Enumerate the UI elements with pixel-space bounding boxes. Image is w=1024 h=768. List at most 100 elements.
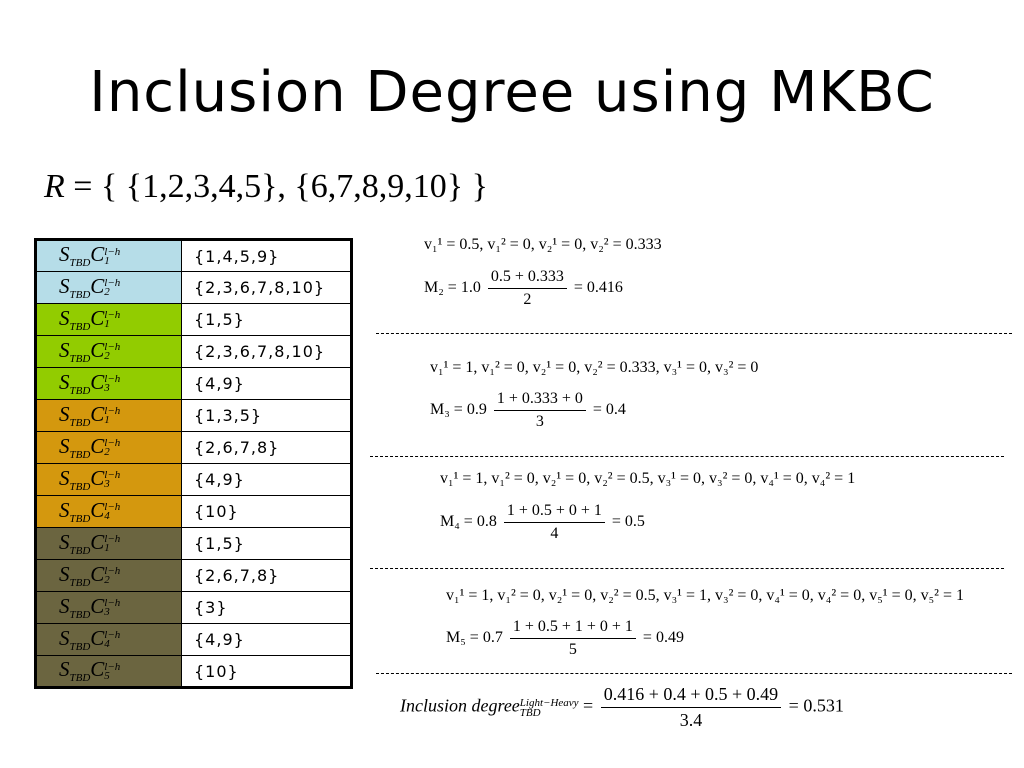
class-index: 1 <box>104 318 110 331</box>
class-members: {4,9} <box>181 367 352 400</box>
inclusion-sub: TBD <box>519 706 541 719</box>
class-index: 1 <box>104 414 110 427</box>
m4-formula: M₄ = 0.8 1 + 0.5 + 0 + 1 4 = 0.5 <box>440 502 645 543</box>
m3-rhs: = 0.4 <box>592 401 626 419</box>
m3-values: v₁¹ = 1, v₁² = 0, v₂¹ = 0, v₂² = 0.333, … <box>430 359 759 376</box>
inclusion-sup: Light−Heavy <box>519 696 579 709</box>
inclusion-rhs: = 0.531 <box>788 695 844 716</box>
class-label: STBDCl−h 1 <box>35 527 182 560</box>
table-row: STBDCl−h 3 {4,9} <box>35 463 352 496</box>
class-index: 3 <box>104 606 110 619</box>
m3-denominator: 3 <box>535 413 544 430</box>
inclusion-denominator: 3.4 <box>679 710 703 730</box>
m3-formula: M₃ = 0.9 1 + 0.333 + 0 3 = 0.4 <box>430 390 626 431</box>
m3-fraction: 1 + 0.333 + 0 3 <box>493 390 586 431</box>
r-set-formula: R = { {1,2,3,4,5}, {6,7,8,9,10} } <box>44 168 488 205</box>
class-members: {10} <box>181 655 352 688</box>
class-label: STBDCl−h 4 <box>35 495 182 528</box>
class-label: STBDCl−h 2 <box>35 559 182 592</box>
class-members: {2,6,7,8} <box>181 559 352 592</box>
class-members: {2,6,7,8} <box>181 431 352 464</box>
class-label: STBDCl−h 4 <box>35 623 182 656</box>
class-members: {2,3,6,7,8,10} <box>181 271 352 304</box>
class-table: STBDCl−h 1 {1,4,5,9} STBDCl−h 2 {2,3,6,7,8,10… <box>34 238 353 689</box>
separator-line <box>376 673 1012 674</box>
m3-lhs: M₃ = 0.9 <box>430 401 487 419</box>
class-index: 4 <box>104 638 110 651</box>
class-members: {1,4,5,9} <box>181 239 352 272</box>
m2-denominator: 2 <box>523 291 532 308</box>
class-members: {1,3,5} <box>181 399 352 432</box>
m4-denominator: 4 <box>550 525 559 542</box>
class-index: 2 <box>104 350 110 363</box>
table-row: STBDCl−h 4 {4,9} <box>35 623 352 656</box>
table-row: STBDCl−h 4 {10} <box>35 495 352 528</box>
m4-lhs: M₄ = 0.8 <box>440 513 497 531</box>
class-members: {4,9} <box>181 623 352 656</box>
class-members: {1,5} <box>181 303 352 336</box>
r-set-value: { {1,2,3,4,5}, {6,7,8,9,10} } <box>100 168 488 205</box>
m2-values: v₁¹ = 0.5, v₁² = 0, v₂¹ = 0, v₂² = 0.333 <box>424 236 662 253</box>
m4-fraction: 1 + 0.5 + 0 + 1 4 <box>503 502 605 543</box>
class-index: 1 <box>104 254 110 267</box>
class-index: 2 <box>104 286 110 299</box>
table-row: STBDCl−h 2 {2,6,7,8} <box>35 431 352 464</box>
inclusion-fraction: 0.416 + 0.4 + 0.5 + 0.49 3.4 <box>600 684 782 731</box>
class-index: 1 <box>104 542 110 555</box>
separator-line <box>370 568 1004 569</box>
table-row: STBDCl−h 1 {1,4,5,9} <box>35 239 352 272</box>
m5-fraction: 1 + 0.5 + 1 + 0 + 1 5 <box>509 618 636 659</box>
class-label: STBDCl−h 1 <box>35 303 182 336</box>
class-label: STBDCl−h 3 <box>35 367 182 400</box>
m5-lhs: M₅ = 0.7 <box>446 629 503 647</box>
m2-lhs: M₂ = 1.0 <box>424 279 481 297</box>
m5-formula: M₅ = 0.7 1 + 0.5 + 1 + 0 + 1 5 = 0.49 <box>446 618 684 659</box>
class-members: {3} <box>181 591 352 624</box>
class-label: STBDCl−h 2 <box>35 335 182 368</box>
separator-line <box>376 333 1012 334</box>
class-members: {4,9} <box>181 463 352 496</box>
class-members: {10} <box>181 495 352 528</box>
class-index: 5 <box>104 669 110 682</box>
inclusion-lhs: Inclusion degree <box>400 695 520 716</box>
table-row: STBDCl−h 5 {10} <box>35 655 352 688</box>
table-row: STBDCl−h 2 {2,6,7,8} <box>35 559 352 592</box>
m5-denominator: 5 <box>568 641 577 658</box>
class-label: STBDCl−h 3 <box>35 463 182 496</box>
class-label: STBDCl−h 1 <box>35 239 182 272</box>
class-members: {1,5} <box>181 527 352 560</box>
class-label: STBDCl−h 3 <box>35 591 182 624</box>
m5-values: v₁¹ = 1, v₁² = 0, v₂¹ = 0, v₂² = 0.5, v₃… <box>446 587 964 604</box>
class-label: STBDCl−h 2 <box>35 431 182 464</box>
table-row: STBDCl−h 1 {1,5} <box>35 303 352 336</box>
m4-numerator: 1 + 0.5 + 0 + 1 <box>503 502 605 523</box>
table-row: STBDCl−h 2 {2,3,6,7,8,10} <box>35 271 352 304</box>
inclusion-numerator: 0.416 + 0.4 + 0.5 + 0.49 <box>600 684 782 708</box>
class-members: {2,3,6,7,8,10} <box>181 335 352 368</box>
class-label: STBDCl−h 2 <box>35 271 182 304</box>
m2-formula: M₂ = 1.0 0.5 + 0.333 2 = 0.416 <box>424 268 623 309</box>
m2-rhs: = 0.416 <box>573 279 623 297</box>
class-index: 2 <box>104 446 110 459</box>
class-index: 2 <box>104 574 110 587</box>
class-index: 3 <box>104 382 110 395</box>
class-label: STBDCl−h 1 <box>35 399 182 432</box>
m5-numerator: 1 + 0.5 + 1 + 0 + 1 <box>509 618 636 639</box>
separator-line <box>370 456 1004 457</box>
m3-numerator: 1 + 0.333 + 0 <box>493 390 586 411</box>
inclusion-degree-formula: Inclusion degreeLight−Heavy TBD = 0.416 +… <box>400 684 844 731</box>
class-label: STBDCl−h 5 <box>35 655 182 688</box>
m2-numerator: 0.5 + 0.333 <box>487 268 567 289</box>
m4-values: v₁¹ = 1, v₁² = 0, v₂¹ = 0, v₂² = 0.5, v₃… <box>440 470 856 487</box>
m4-rhs: = 0.5 <box>611 513 645 531</box>
table-row: STBDCl−h 3 {3} <box>35 591 352 624</box>
table-row: STBDCl−h 1 {1,3,5} <box>35 399 352 432</box>
table-row: STBDCl−h 2 {2,3,6,7,8,10} <box>35 335 352 368</box>
class-index: 3 <box>104 478 110 491</box>
m5-rhs: = 0.49 <box>642 629 684 647</box>
slide-title: Inclusion Degree using MKBC <box>89 60 935 125</box>
m2-fraction: 0.5 + 0.333 2 <box>487 268 567 309</box>
table-row: STBDCl−h 3 {4,9} <box>35 367 352 400</box>
table-row: STBDCl−h 1 {1,5} <box>35 527 352 560</box>
class-index: 4 <box>104 510 110 523</box>
